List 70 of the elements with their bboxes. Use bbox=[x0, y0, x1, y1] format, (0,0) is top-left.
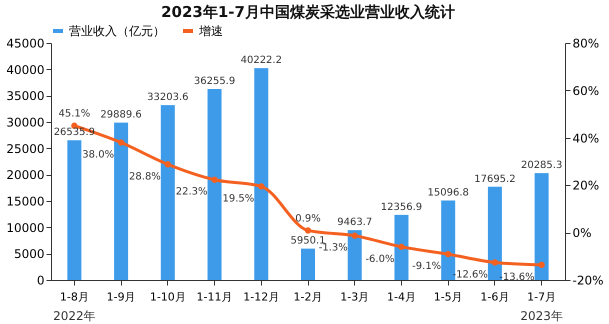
data-label: 15096.8 bbox=[428, 187, 469, 198]
x-tick-label: 1-8月 bbox=[60, 290, 89, 304]
point bbox=[258, 183, 264, 190]
x-tick-label: 1-6月 bbox=[480, 290, 510, 304]
bar bbox=[208, 89, 222, 280]
y2-tick-label: 0% bbox=[572, 226, 592, 240]
bar bbox=[114, 122, 128, 280]
bar bbox=[160, 105, 175, 280]
bar bbox=[254, 68, 268, 280]
data-label: 36255.9 bbox=[194, 76, 236, 88]
y2-tick-label: 60% bbox=[572, 84, 600, 98]
y-tick-label: 10000 bbox=[6, 220, 44, 235]
data-label: 0.9% bbox=[295, 213, 321, 224]
data-label: 45.1% bbox=[58, 108, 90, 120]
bar bbox=[534, 173, 549, 280]
x-tick-label: 1-4月 bbox=[386, 290, 416, 304]
y-tick-label: 35000 bbox=[6, 89, 44, 104]
y-tick-label: 45000 bbox=[6, 36, 44, 50]
bar bbox=[394, 214, 408, 280]
y2-tick-label: -20% bbox=[572, 274, 604, 288]
y-tick-label: 25000 bbox=[6, 142, 44, 156]
data-label: 19.5% bbox=[222, 193, 254, 204]
x-tick-label: 1-5月 bbox=[434, 290, 463, 304]
point bbox=[538, 262, 545, 268]
data-label: -9.1% bbox=[412, 261, 442, 272]
x-tick-label: 1-3月 bbox=[340, 290, 370, 304]
legend-label: 增速 bbox=[198, 24, 223, 38]
y-tick-label: 40000 bbox=[6, 62, 44, 77]
text: 2022年 bbox=[53, 309, 96, 323]
chart-title: 2023年1-7月中国煤炭采选业营业收入统计 bbox=[161, 3, 455, 21]
x-tick-label: 1-10月 bbox=[150, 290, 186, 304]
bar bbox=[67, 140, 82, 280]
point bbox=[445, 251, 452, 258]
data-label: 40222.2 bbox=[240, 55, 282, 66]
data-label: 20285.3 bbox=[520, 160, 562, 172]
text: 2023年 bbox=[520, 309, 563, 323]
y-tick-label: 30000 bbox=[6, 116, 44, 130]
y-tick-label: 5000 bbox=[14, 247, 44, 262]
point bbox=[211, 176, 218, 183]
data-label: 29889.6 bbox=[100, 110, 142, 121]
y-tick-label: 0 bbox=[36, 274, 44, 288]
bar bbox=[301, 248, 315, 280]
data-label: 12356.9 bbox=[380, 202, 422, 213]
x-tick-label: 1-12月 bbox=[243, 290, 280, 304]
x-tick-label: 1-7月 bbox=[527, 290, 556, 304]
point bbox=[118, 139, 124, 146]
point bbox=[398, 244, 405, 250]
point bbox=[164, 161, 171, 168]
data-label: -6.0% bbox=[365, 254, 394, 265]
data-label: 17695.2 bbox=[474, 174, 516, 185]
x-tick-label: 1-11月 bbox=[196, 290, 233, 304]
point bbox=[492, 259, 498, 266]
x-tick-label: 1-2月 bbox=[294, 290, 322, 304]
point bbox=[352, 232, 358, 239]
x-tick-label: 1-9月 bbox=[106, 290, 136, 304]
point bbox=[304, 227, 312, 234]
y2-tick-label: 40% bbox=[572, 131, 600, 146]
data-label: 33203.6 bbox=[147, 92, 188, 104]
legend-label: 营业收入（亿元） bbox=[69, 24, 165, 38]
y-tick-label: 20000 bbox=[6, 168, 44, 182]
data-label: -1.3% bbox=[318, 242, 348, 254]
data-label: 22.3% bbox=[176, 186, 208, 198]
y2-tick-label: 80% bbox=[572, 36, 600, 50]
data-label: 38.0% bbox=[82, 150, 114, 161]
data-label: 26535.9 bbox=[54, 127, 96, 138]
data-label: 28.8% bbox=[129, 171, 161, 182]
bar bbox=[348, 230, 362, 280]
y2-tick-label: 20% bbox=[572, 178, 600, 193]
y-tick-label: 15000 bbox=[6, 194, 44, 208]
data-label: 9463.7 bbox=[337, 217, 372, 228]
